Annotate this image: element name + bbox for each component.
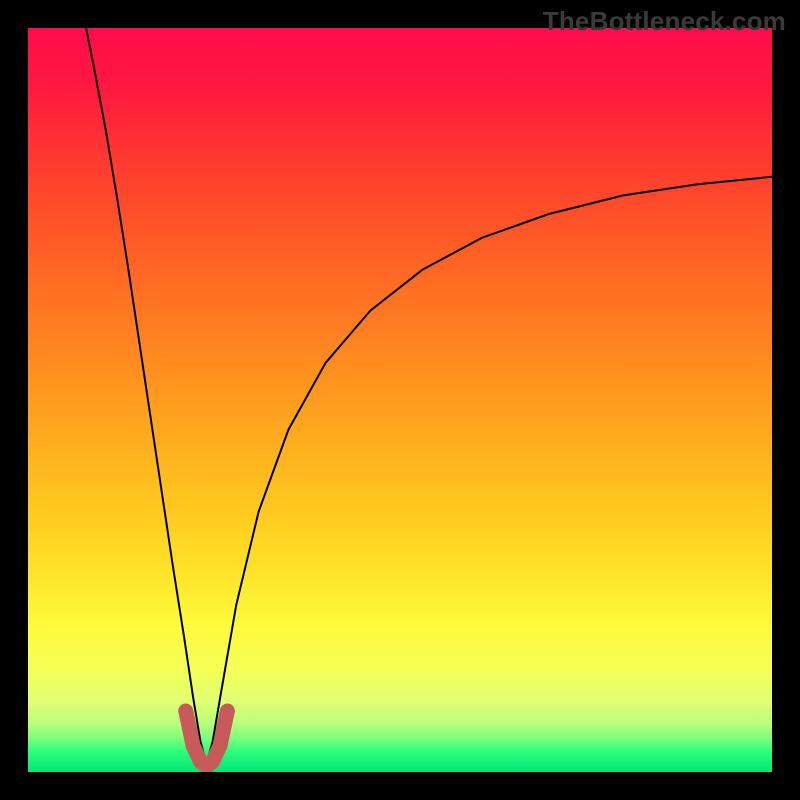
gradient-background [28,28,772,772]
chart-svg [0,0,800,800]
chart-stage: TheBottleneck.com [0,0,800,800]
